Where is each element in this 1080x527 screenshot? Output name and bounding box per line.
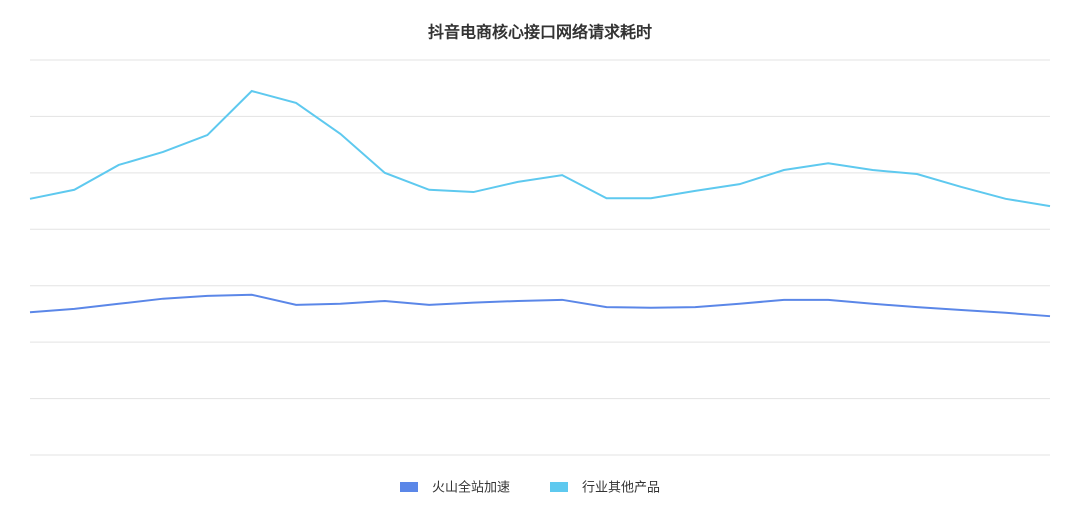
series-line — [29, 293, 1051, 318]
series-line — [29, 89, 1051, 208]
chart-title: 抖音电商核心接口网络请求耗时 — [428, 23, 652, 42]
legend-swatch — [400, 482, 418, 492]
legend-label: 行业其他产品 — [582, 481, 660, 496]
legend-label: 火山全站加速 — [432, 480, 510, 496]
legend-swatch — [550, 482, 568, 492]
